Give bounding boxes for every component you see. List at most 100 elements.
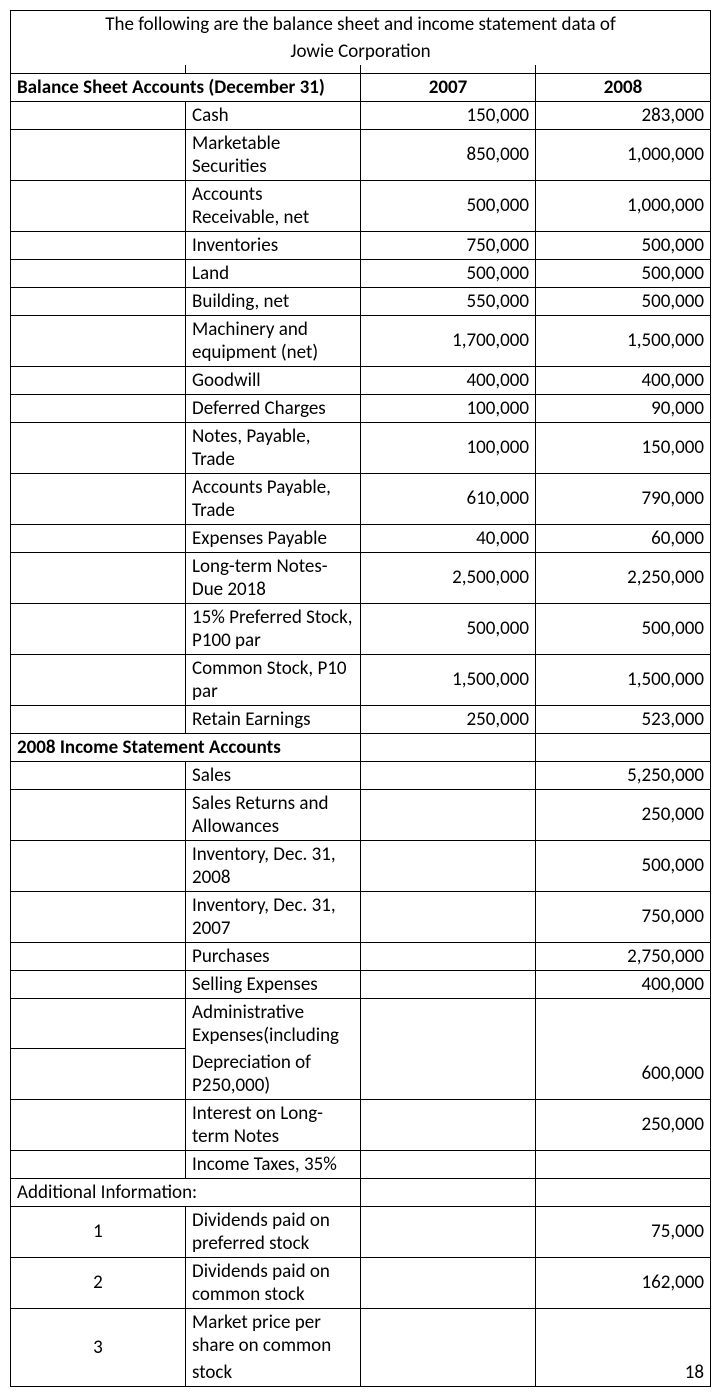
market-price-line1: Market price per share on common bbox=[186, 1308, 361, 1359]
row-value-2008: 2,750,000 bbox=[536, 942, 711, 970]
row-value-2007 bbox=[361, 942, 536, 970]
row-label: Building, net bbox=[186, 287, 361, 315]
row-label: Inventory, Dec. 31, 2008 bbox=[186, 840, 361, 891]
row-value-2007: 100,000 bbox=[361, 422, 536, 473]
row-label: Long-term Notes- Due 2018 bbox=[186, 552, 361, 603]
row-value-2008: 1,000,000 bbox=[536, 129, 711, 180]
row-label: Purchases bbox=[186, 942, 361, 970]
row-value-2008: 500,000 bbox=[536, 840, 711, 891]
market-price-value: 18 bbox=[536, 1359, 711, 1387]
row-label: Accounts Payable, Trade bbox=[186, 473, 361, 524]
row-num bbox=[11, 259, 186, 287]
row-num: 1 bbox=[11, 1206, 186, 1257]
row-num bbox=[11, 129, 186, 180]
row-value-2008: 790,000 bbox=[536, 473, 711, 524]
row-value-2007: 610,000 bbox=[361, 473, 536, 524]
row-value-2007 bbox=[361, 789, 536, 840]
row-num bbox=[11, 394, 186, 422]
additional-info-header: Additional Information: bbox=[11, 1178, 361, 1206]
row-label: Selling Expenses bbox=[186, 970, 361, 998]
row-value-2008: 162,000 bbox=[536, 1257, 711, 1308]
row-value-2008: 60,000 bbox=[536, 524, 711, 552]
row-value-2007: 550,000 bbox=[361, 287, 536, 315]
row-value-2007 bbox=[361, 1206, 536, 1257]
tax-value bbox=[536, 1150, 711, 1178]
row-num bbox=[11, 101, 186, 129]
row-num bbox=[11, 970, 186, 998]
row-value-2007: 500,000 bbox=[361, 603, 536, 654]
row-num: 2 bbox=[11, 1257, 186, 1308]
row-label: 15% Preferred Stock, P100 par bbox=[186, 603, 361, 654]
additional-body: 1Dividends paid on preferred stock 75,000… bbox=[11, 1206, 711, 1308]
row-value-2008: 150,000 bbox=[536, 422, 711, 473]
market-price-num: 3 bbox=[11, 1308, 186, 1386]
row-value-2008: 1,500,000 bbox=[536, 654, 711, 705]
row-label: Sales bbox=[186, 761, 361, 789]
row-value-2008: 5,250,000 bbox=[536, 761, 711, 789]
row-value-2007: 1,700,000 bbox=[361, 315, 536, 366]
row-value-2008: 523,000 bbox=[536, 705, 711, 733]
row-label: Dividends paid on preferred stock bbox=[186, 1206, 361, 1257]
row-label: Accounts Receivable, net bbox=[186, 180, 361, 231]
row-value-2007: 40,000 bbox=[361, 524, 536, 552]
row-value-2008: 2,250,000 bbox=[536, 552, 711, 603]
interest-value: 250,000 bbox=[536, 1099, 711, 1150]
row-value-2007: 500,000 bbox=[361, 180, 536, 231]
row-num bbox=[11, 789, 186, 840]
row-value-2007 bbox=[361, 761, 536, 789]
row-value-2007 bbox=[361, 840, 536, 891]
intro-line-2: Jowie Corporation bbox=[11, 38, 711, 65]
row-value-2007 bbox=[361, 970, 536, 998]
row-label: Cash bbox=[186, 101, 361, 129]
row-value-2007 bbox=[361, 891, 536, 942]
row-value-2007: 1,500,000 bbox=[361, 654, 536, 705]
intro-line-1: The following are the balance sheet and … bbox=[11, 11, 711, 39]
row-value-2007: 150,000 bbox=[361, 101, 536, 129]
row-num bbox=[11, 287, 186, 315]
row-value-2007: 850,000 bbox=[361, 129, 536, 180]
row-label: Notes, Payable, Trade bbox=[186, 422, 361, 473]
row-value-2008: 1,500,000 bbox=[536, 315, 711, 366]
row-value-2007: 250,000 bbox=[361, 705, 536, 733]
row-label: Inventories bbox=[186, 231, 361, 259]
row-label: Deferred Charges bbox=[186, 394, 361, 422]
row-value-2007: 2,500,000 bbox=[361, 552, 536, 603]
row-value-2008: 283,000 bbox=[536, 101, 711, 129]
row-num bbox=[11, 840, 186, 891]
row-num bbox=[11, 315, 186, 366]
row-num bbox=[11, 942, 186, 970]
row-label: Expenses Payable bbox=[186, 524, 361, 552]
row-label: Land bbox=[186, 259, 361, 287]
row-num bbox=[11, 180, 186, 231]
row-num bbox=[11, 366, 186, 394]
balance-sheet-body: Cash150,000283,000Marketable Securities8… bbox=[11, 101, 711, 733]
row-label: Inventory, Dec. 31, 2007 bbox=[186, 891, 361, 942]
row-label: Machinery and equipment (net) bbox=[186, 315, 361, 366]
row-value-2007 bbox=[361, 1257, 536, 1308]
row-num bbox=[11, 705, 186, 733]
row-num bbox=[11, 891, 186, 942]
row-value-2008: 75,000 bbox=[536, 1206, 711, 1257]
row-value-2008: 500,000 bbox=[536, 231, 711, 259]
balance-sheet-header: Balance Sheet Accounts (December 31) bbox=[11, 73, 361, 101]
row-label: Marketable Securities bbox=[186, 129, 361, 180]
row-label: Dividends paid on common stock bbox=[186, 1257, 361, 1308]
interest-label: Interest on Long-term Notes bbox=[186, 1099, 361, 1150]
financial-table: The following are the balance sheet and … bbox=[10, 10, 711, 1387]
row-value-2008: 400,000 bbox=[536, 970, 711, 998]
income-statement-header: 2008 Income Statement Accounts bbox=[11, 733, 361, 761]
admin-exp-line1: Administrative Expenses(including bbox=[186, 998, 361, 1049]
row-value-2008: 500,000 bbox=[536, 287, 711, 315]
row-num bbox=[11, 231, 186, 259]
row-label: Retain Earnings bbox=[186, 705, 361, 733]
row-value-2008: 500,000 bbox=[536, 603, 711, 654]
row-num bbox=[11, 422, 186, 473]
row-num bbox=[11, 524, 186, 552]
row-num bbox=[11, 761, 186, 789]
admin-exp-line2: Depreciation of P250,000) bbox=[186, 1049, 361, 1100]
row-value-2008: 1,000,000 bbox=[536, 180, 711, 231]
row-num bbox=[11, 473, 186, 524]
row-label: Sales Returns and Allowances bbox=[186, 789, 361, 840]
row-value-2007: 500,000 bbox=[361, 259, 536, 287]
year-2008-header: 2008 bbox=[536, 73, 711, 101]
